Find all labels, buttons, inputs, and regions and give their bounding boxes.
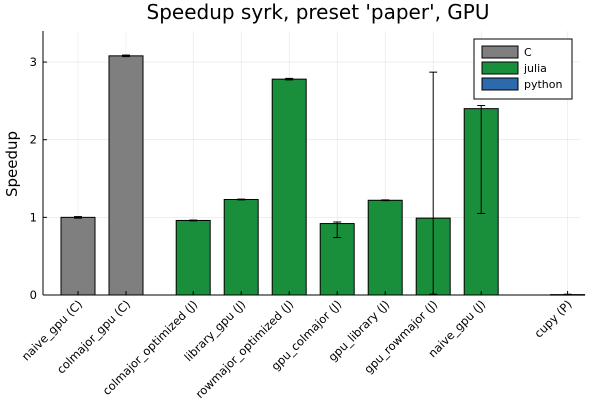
y-tick-label: 1 — [30, 210, 37, 224]
bar — [175, 219, 211, 296]
chart-title: Speedup syrk, preset 'paper', GPU — [147, 0, 490, 24]
bar — [108, 55, 144, 296]
bar — [367, 199, 403, 296]
legend-label: julia — [523, 62, 547, 75]
legend-swatch — [481, 61, 519, 75]
bar — [60, 216, 96, 296]
y-tick-label: 0 — [30, 288, 37, 302]
legend-swatch — [481, 77, 519, 91]
y-tick-label: 2 — [30, 133, 37, 147]
legend-swatch — [481, 45, 519, 59]
bars-layer — [60, 55, 586, 296]
bar — [271, 78, 307, 296]
y-axis-label: Speedup — [3, 131, 21, 197]
x-tick-label: rowmajor_optimized (J) — [193, 297, 297, 400]
legend-label: python — [524, 78, 563, 91]
x-tick-label: cupy (P) — [531, 297, 574, 340]
bar — [223, 198, 259, 296]
axes-layer — [42, 31, 580, 296]
legend-label: C — [524, 46, 532, 59]
y-tick-label: 3 — [30, 55, 37, 69]
